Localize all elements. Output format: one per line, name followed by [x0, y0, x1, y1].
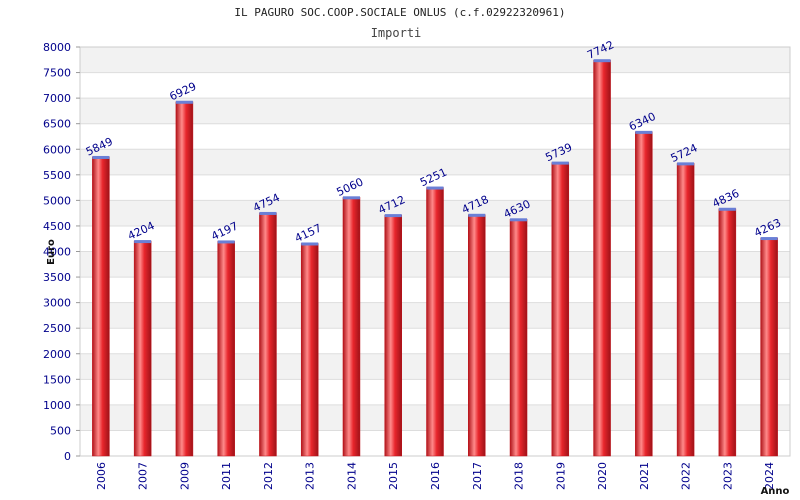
y-tick-label: 5500 — [43, 169, 71, 182]
bar — [175, 101, 194, 457]
y-tick-label: 8000 — [43, 41, 71, 54]
x-tick-label: 2021 — [638, 462, 651, 490]
y-tick-label: 4000 — [43, 246, 71, 259]
bar — [426, 187, 444, 457]
bar — [342, 197, 361, 457]
chart-title: IL PAGURO SOC.COOP.SOCIALE ONLUS (c.f.02… — [234, 6, 565, 19]
x-tick-label: 2017 — [471, 462, 484, 490]
y-tick-label: 1500 — [43, 373, 71, 386]
bar-cap — [635, 130, 653, 134]
y-axis-label: Euro — [46, 239, 57, 265]
x-tick-label: 2016 — [429, 462, 442, 490]
y-tick-label: 7500 — [43, 67, 71, 80]
x-axis-label: Anno — [761, 486, 790, 497]
y-tick-label: 500 — [50, 424, 71, 437]
y-axis-ticks: 0 500 1000 1500 2000 2500 3000 3500 4000 4500 5000… — [43, 41, 80, 463]
grid-band — [80, 47, 790, 73]
x-tick-label: 2022 — [680, 462, 693, 490]
x-tick-label: 2020 — [596, 462, 609, 490]
bar-cap — [342, 196, 360, 200]
chart-subtitle: Importi — [371, 26, 422, 40]
y-tick-label: 4500 — [43, 220, 71, 233]
bar-cap — [510, 218, 528, 222]
x-tick-label: 2023 — [721, 462, 734, 490]
bar — [676, 163, 695, 457]
x-tick-label: 2019 — [554, 462, 567, 490]
y-tick-label: 5000 — [43, 194, 71, 207]
bar-cap — [760, 237, 778, 241]
x-tick-label: 2012 — [262, 462, 275, 490]
y-tick-label: 0 — [64, 450, 71, 463]
x-tick-label: 2014 — [345, 462, 358, 490]
y-tick-label: 2000 — [43, 348, 71, 361]
bar-cap — [175, 100, 193, 104]
x-tick-label: 2006 — [95, 462, 108, 490]
y-tick-label: 3500 — [43, 271, 71, 284]
y-tick-label: 6500 — [43, 118, 71, 131]
x-tick-label: 2024 — [763, 462, 776, 490]
bar-cap — [384, 214, 402, 218]
y-tick-label: 3000 — [43, 297, 71, 310]
x-tick-label: 2013 — [304, 462, 317, 490]
bar-cap — [134, 240, 152, 244]
y-tick-label: 7000 — [43, 92, 71, 105]
x-axis-ticks: 2006 2007 2009 2011 2012 2013 2014 2015 2016 2017… — [95, 462, 776, 490]
bar-cap — [217, 240, 235, 244]
bar — [551, 162, 570, 457]
bar — [760, 237, 778, 457]
bar — [217, 241, 235, 457]
x-tick-label: 2011 — [220, 462, 233, 490]
bar-cap — [259, 211, 277, 215]
x-tick-label: 2009 — [178, 462, 191, 490]
bar-cap — [468, 213, 486, 217]
bar — [133, 240, 152, 457]
x-tick-label: 2015 — [387, 462, 400, 490]
bar — [468, 214, 486, 457]
y-tick-label: 1000 — [43, 399, 71, 412]
bar — [718, 208, 737, 457]
bar — [509, 219, 528, 457]
bar — [635, 131, 653, 457]
grid-band — [80, 123, 790, 150]
bar-cap — [301, 242, 319, 246]
bar — [300, 243, 319, 457]
bar-cap — [593, 59, 611, 63]
x-tick-label: 2018 — [513, 462, 526, 490]
y-tick-label: 6000 — [43, 143, 71, 156]
bar-cap — [551, 161, 569, 165]
bar-cap — [426, 186, 444, 190]
bar-cap — [718, 207, 736, 211]
bar-cap — [677, 162, 695, 166]
grid-band — [80, 98, 790, 124]
bar-cap — [92, 155, 110, 159]
bar — [92, 156, 110, 457]
bar — [384, 214, 402, 457]
bar — [259, 212, 277, 457]
y-tick-label: 2500 — [43, 322, 71, 335]
grid-band — [80, 149, 790, 175]
x-tick-label: 2007 — [137, 462, 150, 490]
grid-band — [80, 72, 790, 99]
bar — [593, 59, 611, 457]
